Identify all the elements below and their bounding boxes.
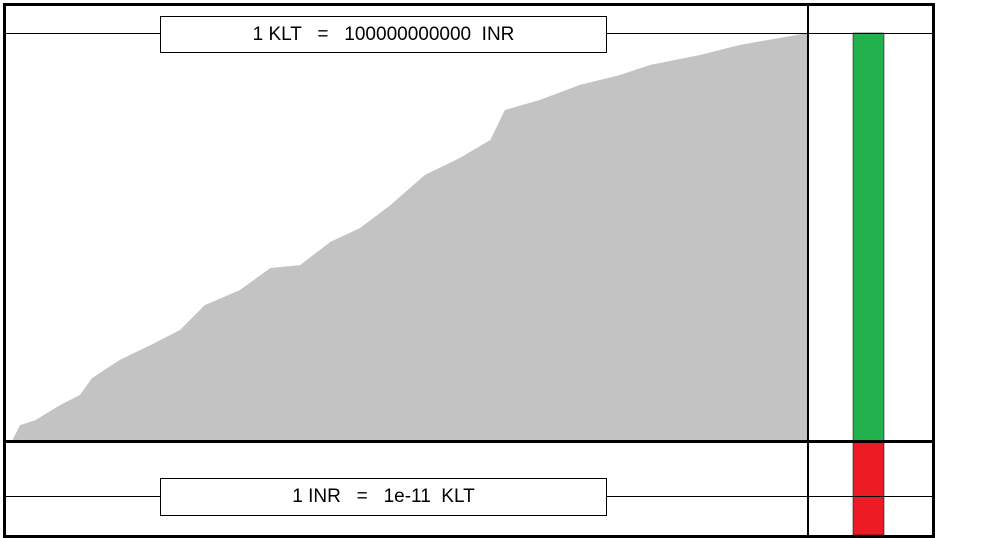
vertical-divider <box>807 3 809 535</box>
red-bar <box>852 442 885 536</box>
bottom-rate-label: 1 INR = 1e-11 KLT <box>160 478 607 516</box>
top-rate-label: 1 KLT = 100000000000 INR <box>160 16 607 53</box>
baseline-divider <box>6 440 932 443</box>
area-series <box>12 33 808 441</box>
chart-frame <box>3 3 935 538</box>
